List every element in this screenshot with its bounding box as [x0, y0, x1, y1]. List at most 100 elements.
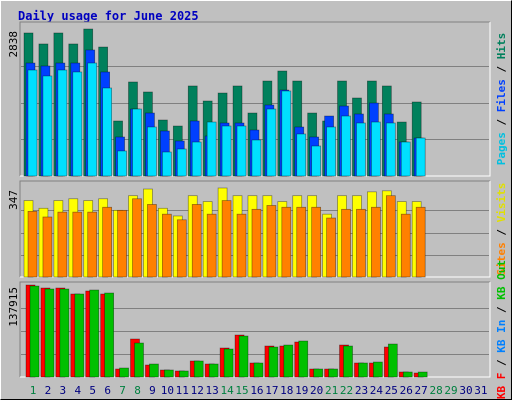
bar — [57, 69, 68, 177]
panel-bevel-dark — [19, 180, 490, 277]
x-tick-label: 30 — [459, 384, 472, 397]
bar — [415, 137, 426, 177]
bar — [191, 141, 202, 177]
bar — [238, 335, 249, 378]
x-tick-label: 29 — [444, 384, 457, 397]
bar — [298, 340, 309, 378]
bar — [102, 206, 113, 278]
bar — [326, 126, 336, 177]
x-tick-label: 20 — [310, 384, 323, 397]
x-tick-label: 27 — [415, 384, 428, 397]
x-tick-label: 2 — [45, 384, 52, 397]
bar — [102, 87, 113, 177]
bar — [74, 293, 85, 378]
legend-entry: Sites — [495, 242, 508, 275]
bar — [311, 206, 322, 278]
bar — [371, 206, 381, 278]
bar — [223, 348, 234, 378]
x-tick-label: 11 — [176, 384, 189, 397]
x-tick-label: 7 — [119, 384, 126, 397]
bar — [208, 363, 219, 378]
bar — [343, 345, 353, 378]
x-tick-label: 3 — [60, 384, 67, 397]
bar — [253, 362, 264, 378]
bar — [385, 122, 396, 177]
bar — [251, 139, 262, 177]
bar — [162, 213, 172, 278]
x-tick-label: 17 — [265, 384, 278, 397]
legend-entry: / — [495, 112, 508, 132]
bar — [59, 288, 70, 378]
legend-entry: / — [495, 353, 508, 373]
bar — [57, 211, 68, 278]
bar — [162, 151, 172, 177]
x-tick-label: 13 — [206, 384, 219, 397]
bar — [178, 370, 189, 378]
legend-entry: KB In — [495, 320, 508, 353]
bar — [236, 125, 247, 177]
bar — [132, 198, 142, 278]
legend-entry: / — [495, 59, 508, 79]
bar — [373, 361, 383, 378]
x-tick-label: 9 — [149, 384, 156, 397]
bar — [251, 208, 262, 278]
bar — [415, 206, 426, 278]
legend-entry: KB Out — [495, 260, 508, 300]
bar — [119, 367, 129, 378]
x-tick-label: 1 — [30, 384, 37, 397]
x-tick-label: 4 — [74, 384, 81, 397]
bar — [42, 75, 53, 177]
bar — [149, 363, 159, 378]
bar — [341, 208, 351, 278]
x-tick-label: 23 — [355, 384, 368, 397]
panel-bevel-dark — [19, 21, 490, 176]
bar — [134, 342, 144, 378]
bar — [402, 371, 413, 378]
y-tick-label: 137915 — [7, 287, 20, 327]
panel-bevel-dark — [19, 281, 490, 377]
bar — [400, 141, 411, 177]
x-tick-label: 31 — [474, 384, 487, 397]
bar — [358, 362, 368, 378]
bar — [236, 213, 247, 278]
bar — [281, 206, 292, 278]
bar — [104, 292, 115, 378]
x-tick-label: 21 — [325, 384, 338, 397]
x-tick-label: 6 — [104, 384, 111, 397]
side-legend: Pages / Files / Hits — [495, 33, 508, 166]
bar — [206, 213, 217, 278]
legend-entry: KB F — [495, 373, 508, 400]
bar — [328, 368, 338, 378]
bar — [283, 344, 294, 378]
bar — [268, 346, 279, 378]
bar — [72, 211, 83, 278]
side-legend: Sites / Visits — [495, 183, 508, 276]
bar — [281, 90, 292, 177]
x-tick-label: 14 — [220, 384, 234, 397]
bar — [311, 145, 322, 177]
bar — [221, 125, 232, 177]
bar — [356, 122, 366, 177]
bar — [117, 209, 127, 278]
x-tick-label: 22 — [340, 384, 353, 397]
bar — [371, 121, 381, 177]
bar — [44, 288, 55, 378]
bar — [266, 205, 277, 278]
x-tick-label: 19 — [295, 384, 308, 397]
x-tick-label: 18 — [280, 384, 293, 397]
legend-entry: Hits — [495, 33, 508, 60]
bar — [296, 206, 307, 278]
bar — [385, 195, 396, 278]
bar — [117, 150, 127, 177]
bar — [206, 121, 217, 177]
bar — [87, 62, 98, 177]
bar — [89, 289, 100, 378]
legend-entry: / — [495, 222, 508, 242]
bar — [147, 126, 157, 177]
bar — [132, 108, 142, 177]
bar — [27, 69, 38, 177]
bar — [176, 219, 187, 278]
bar — [221, 200, 232, 278]
